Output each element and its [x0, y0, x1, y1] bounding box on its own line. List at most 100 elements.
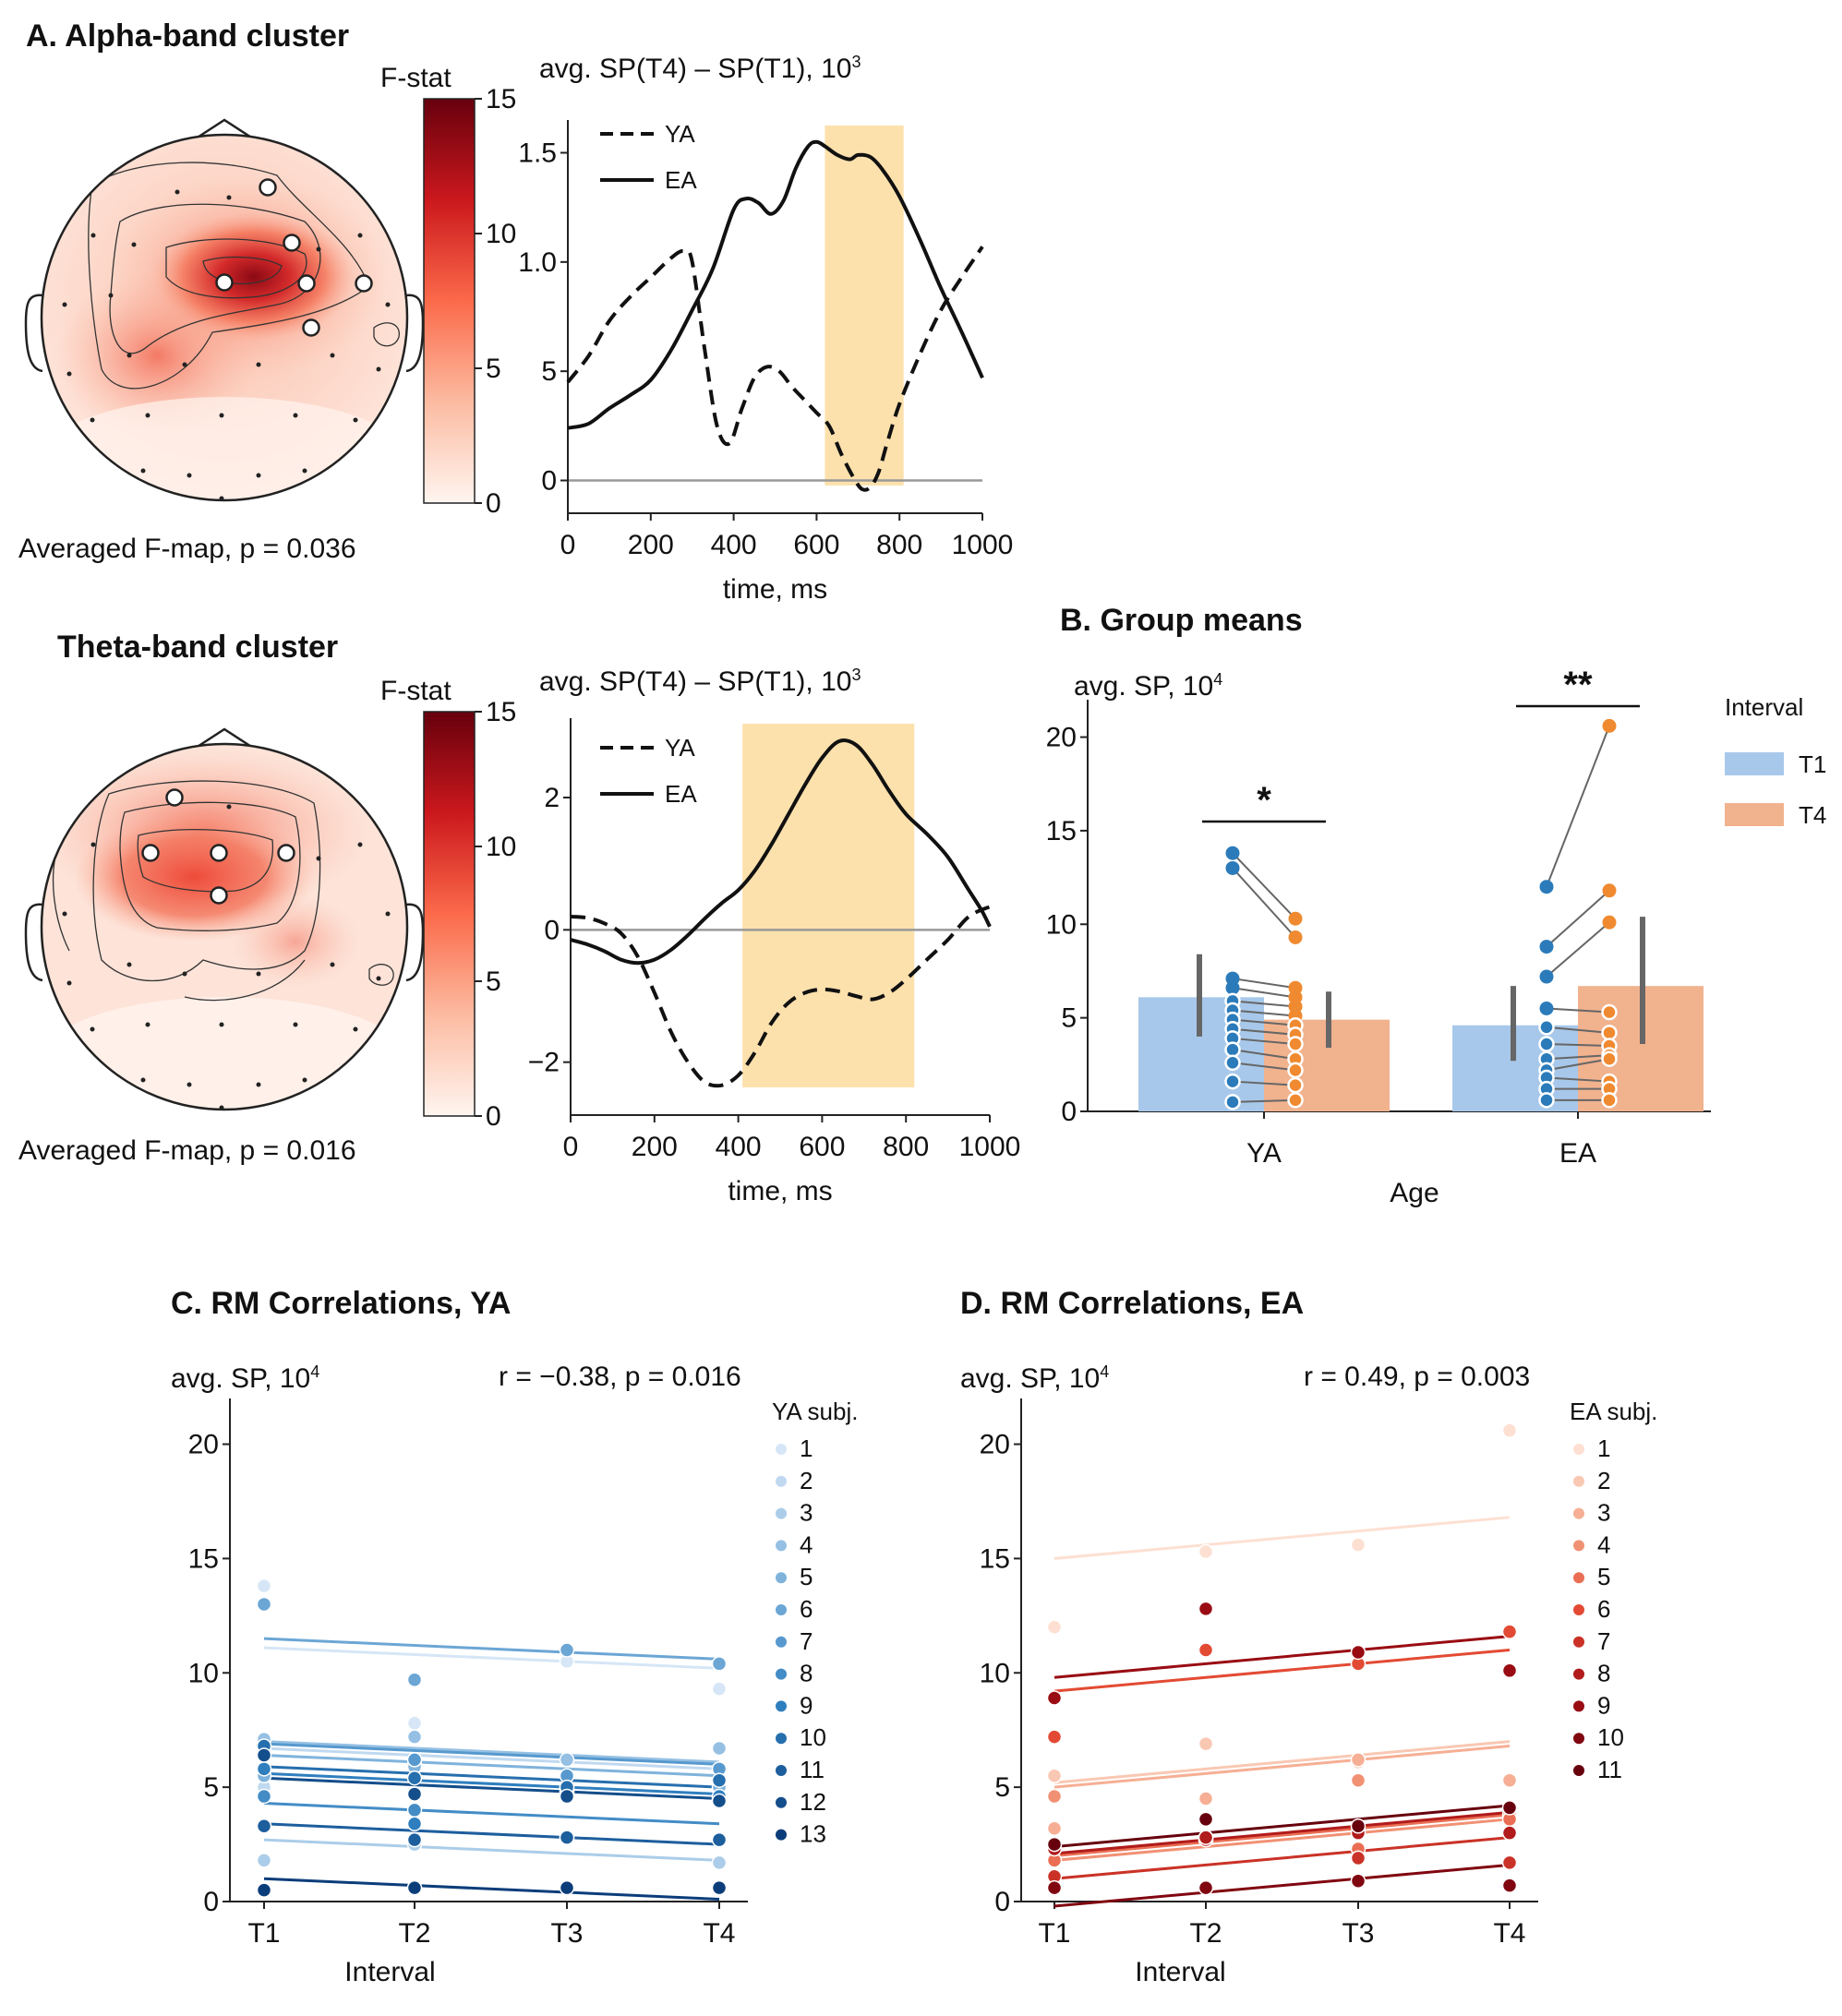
- rm-ea-dot-subj-9: [1350, 1644, 1366, 1661]
- rm-ea-x-tick-label: T1: [1038, 1918, 1070, 1949]
- pair-dot-t1: [1539, 940, 1554, 954]
- rm-ya-dot-subj-4: [406, 1729, 423, 1745]
- group-means-y-tick-label: 10: [1046, 909, 1077, 940]
- rm-ea-fit-line-subj-2: [1053, 1740, 1511, 1784]
- rm-ya-legend-label-subj-1: 1: [800, 1434, 813, 1462]
- rm-ya-stats: r = −0.38, p = 0.016: [499, 1362, 741, 1392]
- alpha-tc-line-ya: [566, 246, 984, 492]
- rm-ea-dot-subj-6: [1198, 1642, 1214, 1658]
- alpha-tc-y-tick-label: 1.0: [518, 247, 557, 278]
- group-means-legend-swatch-t4: [1725, 803, 1784, 826]
- alpha-tc-line-ea: [567, 139, 984, 430]
- rm-ea-dot-subj-9: [1046, 1690, 1063, 1706]
- rm-ya-legend-dot-subj-12: [776, 1796, 787, 1808]
- rm-ya-legend-label-subj-11: 11: [800, 1756, 825, 1783]
- rm-ya-legend-dot-subj-3: [776, 1507, 787, 1519]
- pair-dot-t4: [1288, 911, 1303, 926]
- pair-line: [1546, 890, 1610, 948]
- rm-ya-legend-dot-subj-2: [776, 1475, 787, 1487]
- rm-ea-legend-label-subj-8: 8: [1597, 1660, 1610, 1687]
- rm-ya-fit-line-subj-12: [263, 1776, 720, 1801]
- rm-ea-legend-dot-subj-10: [1573, 1733, 1584, 1745]
- rm-ea-dot-subj-11: [1046, 1836, 1063, 1853]
- theta-tc-legend-label-ya: YA: [665, 734, 695, 762]
- rm-ea-legend-label-subj-11: 11: [1597, 1756, 1622, 1783]
- rm-ea-dot-subj-10: [1198, 1879, 1214, 1896]
- pair-dot-t4: [1602, 915, 1617, 930]
- rm-ea-dot-subj-1: [1046, 1619, 1063, 1635]
- alpha-colorbar: [423, 98, 476, 504]
- pair-dot-t1: [1539, 969, 1554, 984]
- rm-ea-dot-subj-7: [1350, 1850, 1366, 1866]
- rm-ya-dot-subj-8: [256, 1788, 272, 1805]
- rm-ya-dot-subj-4: [559, 1752, 575, 1768]
- theta-tc-legend-label-ea: EA: [665, 780, 697, 808]
- pair-dot-t1: [1224, 1041, 1241, 1058]
- alpha-tc-x-tick-label: 1000: [952, 530, 1014, 560]
- alpha-tc-legend-label-ea: EA: [665, 166, 697, 194]
- theta-tc-highlight-window: [742, 724, 915, 1087]
- rm-ya-x-tick-label: T1: [247, 1918, 280, 1949]
- pair-line: [1546, 1054, 1610, 1061]
- rm-ya-dot-subj-12: [711, 1793, 728, 1809]
- rm-ya-dot-subj-11: [711, 1831, 728, 1848]
- rm-ea-legend-label-subj-5: 5: [1597, 1563, 1610, 1590]
- rm-ya-legend-dot-subj-9: [776, 1700, 787, 1712]
- rm-ea-legend-label-subj-4: 4: [1597, 1530, 1610, 1558]
- theta-colorbar-tick-label: 5: [486, 966, 501, 997]
- rm-ea-dot-subj-9: [1198, 1601, 1214, 1617]
- rm-ea-legend-dot-subj-9: [1573, 1700, 1584, 1712]
- rm-ea-legend-label-subj-6: 6: [1597, 1595, 1610, 1623]
- alpha-colorbar-label: F-stat: [380, 63, 451, 93]
- rm-ya-dot-subj-13: [256, 1882, 272, 1898]
- rm-ya-legend-label-subj-7: 7: [800, 1627, 813, 1655]
- alpha-tc-y-tick-label: 1.5: [518, 138, 557, 169]
- rm-ya-x-tick-label: T4: [703, 1918, 735, 1949]
- rm-ea-fit-line-subj-1: [1053, 1516, 1511, 1560]
- rm-ya-dot-subj-6: [711, 1656, 728, 1672]
- rm-ea-fit-line-subj-3: [1053, 1745, 1511, 1789]
- pair-dot-t1: [1225, 846, 1240, 860]
- rm-ya-dot-subj-6: [256, 1596, 272, 1613]
- rm-ya-legend-label-subj-9: 9: [800, 1691, 813, 1719]
- theta-tc-line-ya: [570, 905, 991, 1088]
- pair-dot-t1: [1224, 1054, 1241, 1072]
- rm-ea-dot-subj-8: [1198, 1830, 1214, 1845]
- rm-ya-fit-line-subj-1: [263, 1646, 720, 1670]
- pair-line: [1546, 726, 1610, 888]
- theta-tc-x-axis-label: time, ms: [728, 1176, 832, 1206]
- rm-ea-dot-subj-9: [1501, 1662, 1518, 1679]
- rm-ea-dot-subj-3: [1350, 1752, 1366, 1768]
- rm-ya-legend-label-subj-2: 2: [800, 1467, 813, 1494]
- pair-line: [1546, 1058, 1610, 1072]
- rm-ya-fit-line-subj-11: [263, 1822, 720, 1846]
- rm-ea-dot-subj-11: [1198, 1811, 1214, 1828]
- rm-ea-y-tick-label: 0: [994, 1887, 1010, 1917]
- pair-line: [1232, 1080, 1296, 1086]
- theta-colorbar-ticks: 15 10 5 0: [475, 697, 516, 1132]
- rm-ea-fit-line-subj-11: [1053, 1804, 1511, 1849]
- rm-ea-chart: 0 5 10 15 20 T1 T2 T3 T4 Interval EA subj. 1 2 3 4 5 6 7 8…: [980, 1398, 1658, 1987]
- pair-line: [1232, 852, 1296, 919]
- pair-dot-t4: [1287, 1036, 1304, 1052]
- rm-ya-dot-subj-3: [256, 1853, 272, 1868]
- rm-ya-fit-line-subj-4: [263, 1740, 720, 1764]
- rm-ya-legend-label-subj-10: 10: [800, 1723, 826, 1751]
- pair-line: [1232, 1027, 1296, 1036]
- theta-tc-x-tick-label: 400: [716, 1132, 762, 1162]
- rm-ea-dot-subj-1: [1501, 1422, 1518, 1438]
- alpha-timecourse: 0 200 400 600 800 1000 0 5 1.0 1.5 time, ms YA EA: [518, 120, 1013, 605]
- rm-ya-fit-line-subj-7: [263, 1742, 720, 1766]
- rm-ea-dot-subj-6: [1046, 1729, 1063, 1745]
- rm-ea-legend-label-subj-2: 2: [1597, 1467, 1610, 1494]
- rm-ea-x-tick-label: T2: [1189, 1918, 1222, 1949]
- rm-ea-dot-subj-10: [1350, 1873, 1366, 1889]
- rm-ea-ylabel: avg. SP, 104: [960, 1362, 1110, 1394]
- rm-ea-dot-subj-2: [1198, 1735, 1214, 1752]
- rm-ea-legend-label-subj-9: 9: [1597, 1691, 1610, 1719]
- pair-dot-t4: [1287, 1076, 1304, 1094]
- pair-dot-t1: [1538, 1019, 1555, 1036]
- group-means-y-tick-label: 15: [1046, 816, 1077, 846]
- group-means-y-tick-label: 5: [1061, 1003, 1077, 1034]
